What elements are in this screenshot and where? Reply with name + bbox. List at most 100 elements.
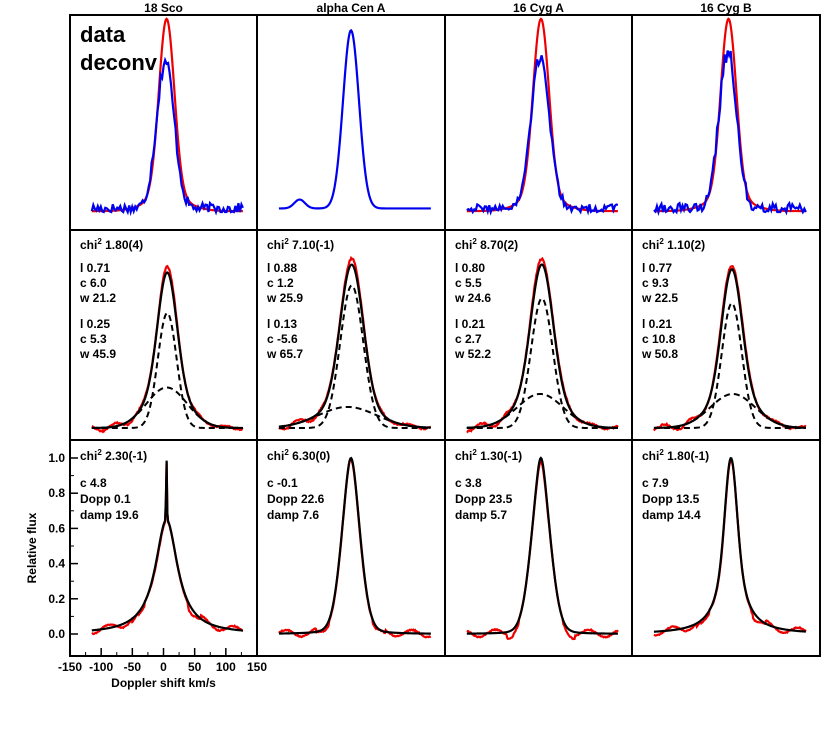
y-tick-label: 1.0 bbox=[48, 451, 65, 465]
deconv-line bbox=[466, 17, 618, 213]
data-line bbox=[466, 55, 619, 216]
y-tick-label: 0.6 bbox=[48, 521, 65, 535]
column-title-18-sco: 18 Sco bbox=[144, 1, 183, 15]
panel-gauss-alpha-cen-a: chi2 7.10(-1) l 0.88c 1.2w 25.9 l 0.13c -5… bbox=[266, 237, 432, 431]
x-tick-label: 50 bbox=[188, 660, 202, 674]
y-tick-label: 0.4 bbox=[48, 557, 65, 571]
fit-param-w1: w 25.9 bbox=[266, 291, 303, 305]
fit-param-damp: damp 19.6 bbox=[80, 508, 139, 522]
data-line bbox=[90, 56, 244, 217]
x-axis-label: Doppler shift km/s bbox=[111, 676, 216, 690]
panel-voigt-16-cyg-b: chi2 1.80(-1) c 7.9 Dopp 13.5 damp 14.4 bbox=[642, 448, 807, 637]
fit-param-l1: l 0.71 bbox=[80, 261, 110, 275]
fit-param-c2: c 2.7 bbox=[455, 332, 482, 346]
panel-observed-16-cyg-a bbox=[466, 17, 619, 216]
chi-squared-label: chi2 7.10(-1) bbox=[267, 237, 334, 252]
panel-observed-alpha-cen-a bbox=[278, 28, 431, 210]
data-line bbox=[653, 50, 807, 217]
fit-param-l1: l 0.80 bbox=[455, 261, 485, 275]
fit-param-w1: w 22.5 bbox=[641, 291, 678, 305]
fit-param-c: c 3.8 bbox=[455, 476, 482, 490]
deconv-line bbox=[653, 17, 806, 213]
fit-param-c1: c 6.0 bbox=[80, 276, 107, 290]
panel-observed-16-cyg-b bbox=[653, 17, 807, 217]
y-tick-label: 0.2 bbox=[48, 592, 65, 606]
gaussian-fit-line bbox=[278, 263, 431, 429]
x-tick-label: 150 bbox=[247, 660, 267, 674]
legend-data-label: data bbox=[80, 22, 126, 47]
gaussian-component-2-line bbox=[653, 392, 806, 429]
deconv-line bbox=[466, 458, 619, 641]
gaussian-component-1-line bbox=[466, 297, 618, 429]
fit-param-c2: c 10.8 bbox=[642, 332, 676, 346]
chi-squared-label: chi2 2.30(-1) bbox=[80, 448, 147, 463]
x-tick-label: -50 bbox=[124, 660, 142, 674]
fit-param-c: c -0.1 bbox=[267, 476, 298, 490]
fit-param-l1: l 0.88 bbox=[267, 261, 297, 275]
fit-param-c: c 4.8 bbox=[80, 476, 107, 490]
chi-squared-label: chi2 1.80(-1) bbox=[642, 448, 709, 463]
deconv-line bbox=[278, 255, 432, 431]
fit-param-dopp: Dopp 0.1 bbox=[80, 492, 131, 506]
fit-param-l1: l 0.77 bbox=[642, 261, 672, 275]
panel-gauss-16-cyg-a: chi2 8.70(2) l 0.80c 5.5w 24.6 l 0.21c 2.7… bbox=[454, 237, 619, 434]
gaussian-fit-line bbox=[466, 263, 618, 429]
fit-param-w1: w 24.6 bbox=[454, 291, 491, 305]
panel-gauss-16-cyg-b: chi2 1.10(2) l 0.77c 9.3w 22.5 l 0.21c 10.… bbox=[641, 237, 807, 432]
fit-param-c1: c 9.3 bbox=[642, 276, 669, 290]
fit-param-w2: w 65.7 bbox=[266, 347, 303, 361]
chi-squared-label: chi2 1.80(4) bbox=[80, 237, 143, 252]
fit-param-w1: w 21.2 bbox=[79, 291, 116, 305]
fit-param-damp: damp 5.7 bbox=[455, 508, 507, 522]
voigt-fit-line bbox=[91, 460, 244, 632]
panel-voigt-alpha-cen-a: chi2 6.30(0) c -0.1 Dopp 22.6 damp 7.6 bbox=[267, 448, 432, 639]
fit-param-w2: w 50.8 bbox=[641, 347, 678, 361]
fit-param-c2: c 5.3 bbox=[80, 332, 107, 346]
data-line bbox=[278, 28, 431, 210]
panel-voigt-16-cyg-a: chi2 1.30(-1) c 3.8 Dopp 23.5 damp 5.7 bbox=[455, 448, 619, 641]
x-tick-label: -100 bbox=[89, 660, 113, 674]
fit-param-l2: l 0.25 bbox=[80, 317, 110, 331]
gaussian-fit-line bbox=[91, 271, 243, 430]
gaussian-component-2-line bbox=[466, 392, 618, 429]
fit-param-c: c 7.9 bbox=[642, 476, 669, 490]
legend-deconv-label: deconv bbox=[80, 50, 158, 75]
fit-param-dopp: Dopp 13.5 bbox=[642, 492, 700, 506]
voigt-fit-line bbox=[653, 456, 806, 633]
x-tick-label: -150 bbox=[58, 660, 82, 674]
deconv-line bbox=[91, 17, 243, 213]
x-tick-label: 0 bbox=[160, 660, 167, 674]
gaussian-component-1-line bbox=[91, 311, 243, 429]
deconv-line bbox=[466, 256, 619, 434]
fit-param-c1: c 1.2 bbox=[267, 276, 294, 290]
gaussian-component-1-line bbox=[653, 302, 806, 429]
gaussian-component-1-line bbox=[278, 284, 431, 429]
fit-param-damp: damp 7.6 bbox=[267, 508, 319, 522]
panel-voigt-18-sco: chi2 2.30(-1) c 4.8 Dopp 0.1 damp 19.6 bbox=[80, 448, 244, 636]
chi-squared-label: chi2 1.10(2) bbox=[642, 237, 705, 252]
gaussian-fit-line bbox=[653, 268, 806, 430]
column-title-alpha-cen-a: alpha Cen A bbox=[317, 1, 386, 15]
fit-param-c1: c 5.5 bbox=[455, 276, 482, 290]
fit-param-w2: w 52.2 bbox=[454, 347, 491, 361]
fit-param-dopp: Dopp 23.5 bbox=[455, 492, 513, 506]
panel-gauss-18-sco: chi2 1.80(4) l 0.71c 6.0w 21.2 l 0.25c 5.3… bbox=[79, 237, 244, 434]
fit-param-damp: damp 14.4 bbox=[642, 508, 701, 522]
fit-param-w2: w 45.9 bbox=[79, 347, 116, 361]
column-title-16-cyg-b: 16 Cyg B bbox=[700, 1, 752, 15]
y-axis-label: Relative flux bbox=[25, 512, 39, 583]
y-tick-label: 0.0 bbox=[48, 627, 65, 641]
x-tick-label: 100 bbox=[216, 660, 236, 674]
voigt-fit-line bbox=[278, 456, 431, 635]
chi-squared-label: chi2 8.70(2) bbox=[455, 237, 518, 252]
fit-param-l2: l 0.13 bbox=[267, 317, 297, 331]
fit-param-l2: l 0.21 bbox=[642, 317, 672, 331]
fit-param-dopp: Dopp 22.6 bbox=[267, 492, 325, 506]
axes-bottom-left: 0.0 0.2 0.4 0.6 0.8 1.0 -150 -100 -50 0 50 100 150 Do… bbox=[25, 451, 267, 690]
deconv-line bbox=[653, 459, 807, 637]
chi-squared-label: chi2 6.30(0) bbox=[267, 448, 330, 463]
y-tick-label: 0.8 bbox=[48, 486, 65, 500]
chi-squared-label: chi2 1.30(-1) bbox=[455, 448, 522, 463]
panel-observed-18-sco bbox=[90, 17, 244, 217]
